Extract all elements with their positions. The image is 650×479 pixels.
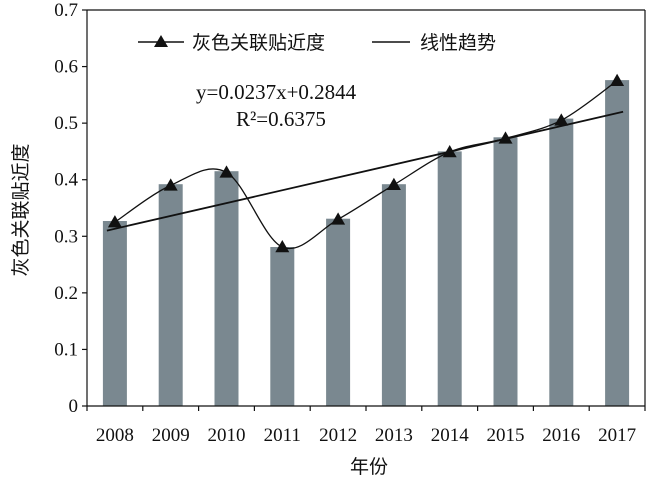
x-tick-label: 2012 bbox=[319, 425, 357, 446]
trend-equation-text: y=0.0237x+0.2844 bbox=[196, 80, 357, 104]
x-tick-label: 2009 bbox=[152, 425, 190, 446]
x-tick-label: 2016 bbox=[542, 425, 580, 446]
bar-2011 bbox=[270, 247, 295, 406]
bar-2012 bbox=[326, 218, 351, 406]
triangle-marker-2013 bbox=[386, 177, 401, 191]
x-tick-label: 2011 bbox=[264, 425, 301, 446]
bar-2014 bbox=[437, 151, 462, 406]
y-tick-label: 0 bbox=[69, 396, 79, 417]
legend: 灰色关联贴近度 线性趋势 bbox=[138, 32, 496, 54]
x-tick-label: 2015 bbox=[487, 425, 525, 446]
legend-label-series: 灰色关联贴近度 bbox=[192, 32, 325, 54]
triangle-marker-2009 bbox=[163, 178, 178, 191]
x-tick-label: 2013 bbox=[375, 425, 413, 446]
y-tick-label: 0.1 bbox=[54, 339, 78, 360]
y-tick-label: 0.5 bbox=[54, 113, 78, 134]
y-axis-title: 灰色关联贴近度 bbox=[10, 143, 32, 276]
bar-2013 bbox=[381, 184, 406, 406]
triangle-marker-2008 bbox=[107, 215, 122, 228]
bar-2010 bbox=[214, 171, 239, 406]
triangle-marker-2010 bbox=[219, 165, 234, 178]
bar-2016 bbox=[549, 118, 574, 406]
legend-triangle-marker bbox=[154, 35, 168, 47]
tick-labels: 0 0.1 0.2 0.3 0.4 0.5 0.6 0.7 2008 2009 2010 2011 20… bbox=[54, 0, 636, 446]
x-tick-label: 2008 bbox=[96, 425, 134, 446]
triangle-marker-2015 bbox=[498, 131, 513, 144]
bar-2008 bbox=[102, 221, 127, 406]
y-tick-label: 0.6 bbox=[54, 57, 78, 78]
y-tick-label: 0.7 bbox=[54, 0, 78, 21]
trend-line bbox=[106, 110, 624, 232]
r-squared-text: R²=0.6375 bbox=[236, 107, 326, 131]
bar-2017 bbox=[605, 80, 630, 406]
marker-line bbox=[114, 80, 618, 250]
triangle-marker-2011 bbox=[275, 240, 290, 253]
x-tick-label: 2014 bbox=[431, 425, 470, 446]
bar-group bbox=[102, 80, 630, 407]
trend-equation: y=0.0237x+0.2844 R²=0.6375 bbox=[196, 80, 357, 131]
bar-2015 bbox=[493, 137, 518, 407]
y-tick-label: 0.2 bbox=[54, 283, 78, 304]
x-tick-label: 2010 bbox=[208, 425, 246, 446]
x-tick-label: 2017 bbox=[598, 425, 636, 446]
y-tick-label: 0.3 bbox=[54, 226, 78, 247]
marker-line-group bbox=[107, 73, 625, 253]
triangle-marker-2016 bbox=[554, 113, 569, 126]
legend-label-trend: 线性趋势 bbox=[420, 32, 496, 54]
axes bbox=[82, 9, 646, 411]
y-tick-label: 0.4 bbox=[54, 170, 78, 191]
bar-2009 bbox=[158, 184, 183, 406]
triangle-marker-2017 bbox=[610, 73, 625, 86]
triangle-marker-2012 bbox=[331, 212, 346, 225]
triangle-marker-2014 bbox=[442, 144, 457, 158]
x-axis-title: 年份 bbox=[350, 456, 388, 478]
trend-line-group bbox=[106, 110, 624, 232]
